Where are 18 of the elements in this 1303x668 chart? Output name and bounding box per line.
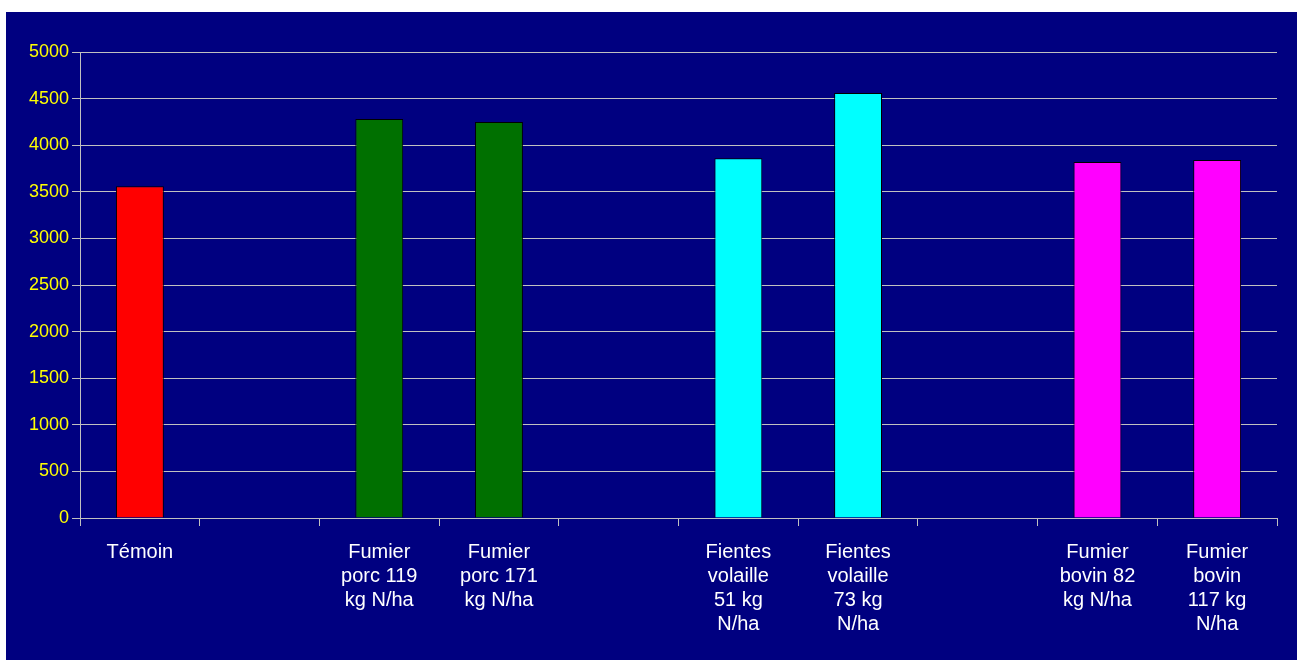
x-tick-label: Fientes volaille 51 kg N/ha (705, 539, 772, 634)
y-tick-label: 2000 (29, 320, 70, 341)
y-tick-label: 500 (39, 460, 70, 481)
y-tick-label: 0 (59, 506, 70, 527)
y-tick-label: 1000 (29, 413, 70, 434)
x-tick-label: Fumier porc 119 kg N/ha (341, 539, 418, 610)
y-tick-label: 1500 (29, 367, 70, 388)
x-tick-label: Fumier bovin 82 kg N/ha (1059, 539, 1136, 610)
x-tick-label: Fientes volaille 73 kg N/ha (825, 539, 891, 634)
y-tick-label: 2500 (29, 273, 70, 294)
y-tick-label: 5000 (29, 40, 70, 61)
y-tick-label: 4000 (29, 134, 70, 155)
x-tick-label: Témoin (106, 539, 174, 562)
y-tick-label: 3500 (29, 180, 70, 201)
y-tick-label: 3000 (29, 227, 70, 248)
y-tick-label: 4500 (29, 87, 70, 108)
x-tick-label: Fumier porc 171 kg N/ha (460, 539, 538, 610)
x-tick-label: Fumier bovin 117 kg N/ha (1186, 539, 1249, 634)
